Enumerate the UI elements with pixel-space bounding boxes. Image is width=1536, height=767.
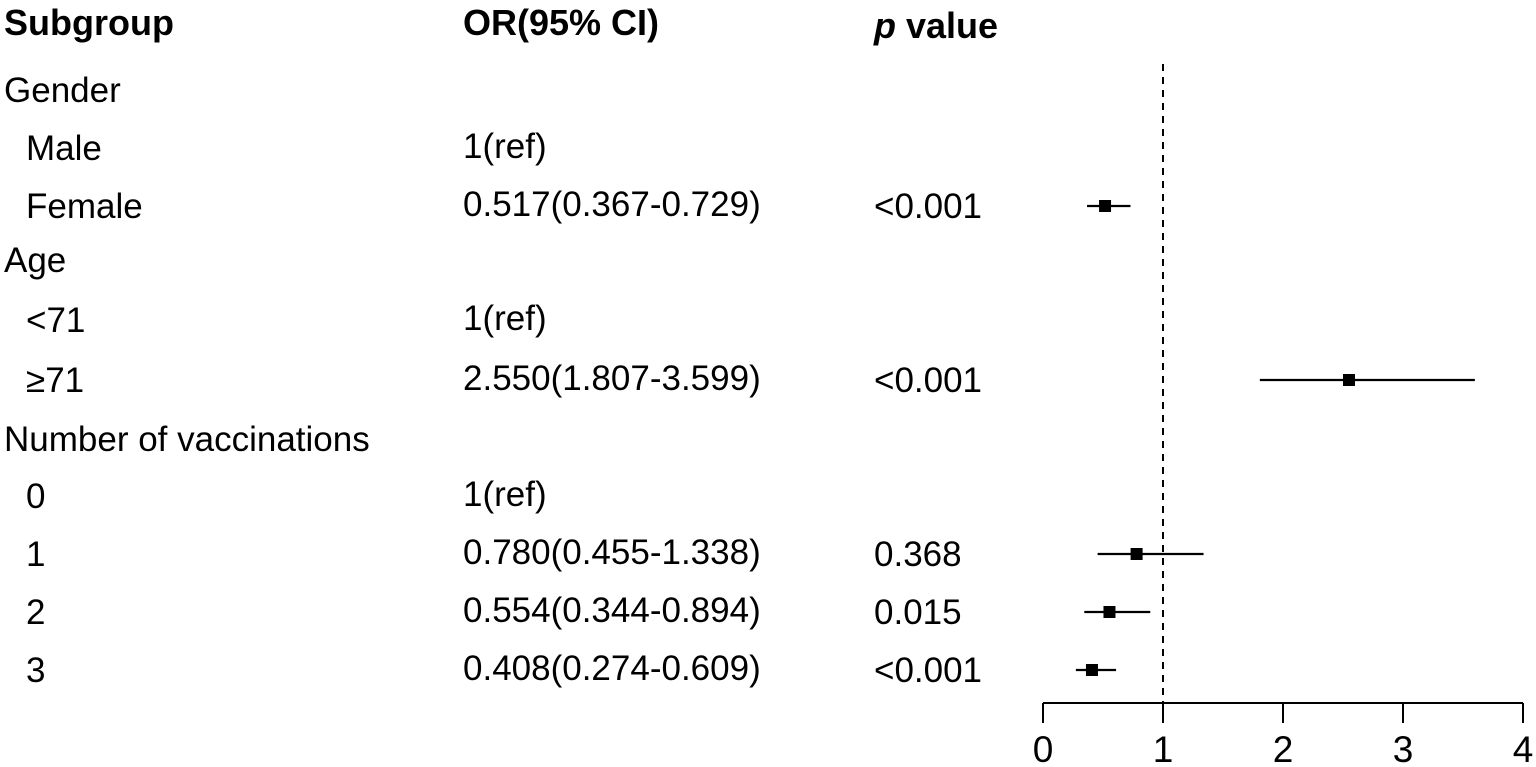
p-value: 0.368 bbox=[874, 535, 962, 574]
subgroup-category-label: Number of vaccinations bbox=[4, 420, 370, 459]
p-value: <0.001 bbox=[874, 361, 982, 400]
point-estimate bbox=[1085, 664, 1098, 676]
subgroup-level-label: 1 bbox=[26, 535, 45, 574]
p-value-column-header: p value bbox=[873, 5, 998, 46]
or-column-header: OR(95% CI) bbox=[463, 2, 659, 43]
subgroup-level-label: <71 bbox=[26, 301, 85, 340]
header-row: Subgroup OR(95% CI) p value bbox=[4, 2, 998, 46]
subgroup-category-label: Gender bbox=[4, 71, 121, 110]
point-estimate bbox=[1099, 200, 1112, 212]
point-estimate bbox=[1103, 606, 1116, 618]
x-tick-label: 0 bbox=[1033, 729, 1054, 767]
x-tick-label: 3 bbox=[1393, 729, 1414, 767]
subgroup-level-label: ≥71 bbox=[26, 361, 84, 400]
subgroup-level-label: Male bbox=[26, 129, 102, 168]
or-ci-value: 0.517(0.367-0.729) bbox=[463, 185, 761, 224]
p-value-header-italic: p bbox=[873, 5, 896, 46]
x-tick-label: 4 bbox=[1513, 729, 1534, 767]
or-ci-value: 2.550(1.807-3.599) bbox=[463, 359, 761, 398]
or-ci-value: 1(ref) bbox=[463, 475, 547, 514]
x-axis: 0 1 2 3 4 bbox=[1033, 702, 1534, 767]
p-value: 0.015 bbox=[874, 593, 962, 632]
subgroup-level-label: Female bbox=[26, 187, 143, 226]
or-ci-value: 1(ref) bbox=[463, 127, 547, 166]
or-ci-value: 0.780(0.455-1.338) bbox=[463, 533, 761, 572]
subgroup-level-label: 2 bbox=[26, 593, 45, 632]
point-estimate bbox=[1343, 374, 1355, 386]
subgroup-level-label: 0 bbox=[26, 477, 45, 516]
table-rows: Gender Male 1(ref) Female 0.517(0.367-0.729)… bbox=[4, 71, 982, 690]
subgroup-level-label: 3 bbox=[26, 651, 45, 690]
or-ci-value: 1(ref) bbox=[463, 299, 547, 338]
subgroup-category-label: Age bbox=[4, 241, 66, 280]
or-ci-value: 0.408(0.274-0.609) bbox=[463, 649, 761, 688]
p-value: <0.001 bbox=[874, 651, 982, 690]
p-value-header-rest: value bbox=[896, 5, 998, 46]
subgroup-column-header: Subgroup bbox=[4, 2, 174, 43]
x-tick-label: 2 bbox=[1273, 729, 1294, 767]
plot-area bbox=[1075, 64, 1475, 703]
x-tick-label: 1 bbox=[1153, 729, 1174, 767]
point-estimate bbox=[1130, 548, 1143, 560]
or-ci-value: 0.554(0.344-0.894) bbox=[463, 591, 761, 630]
p-value: <0.001 bbox=[874, 187, 982, 226]
